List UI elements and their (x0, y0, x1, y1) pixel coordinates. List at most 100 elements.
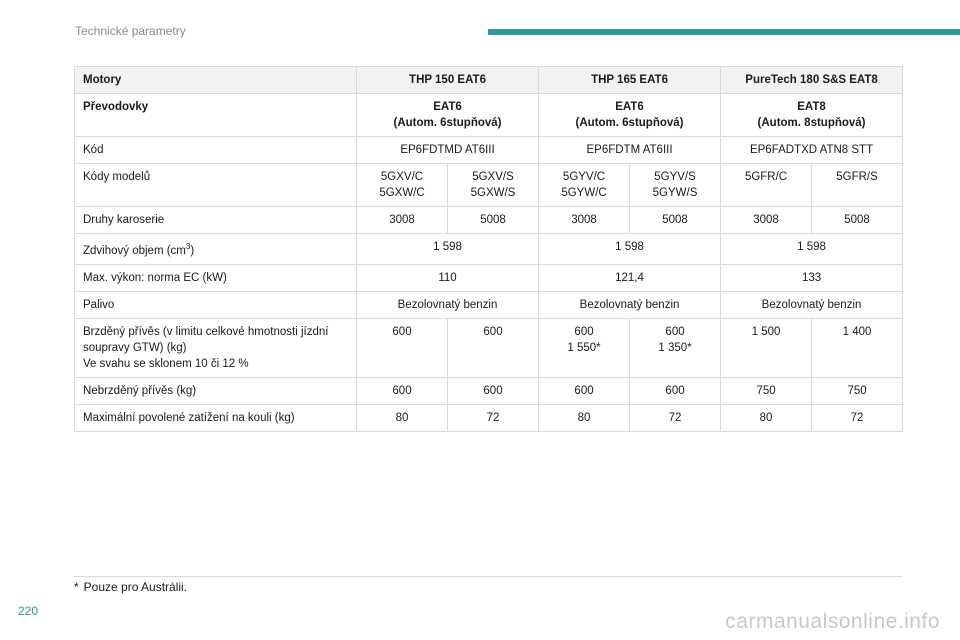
spec-table: Motory THP 150 EAT6 THP 165 EAT6 PureTec… (74, 66, 904, 432)
table-cell: 600 1 350* (629, 317, 722, 378)
table-cell: 5008 (446, 206, 540, 234)
table-cell: 600 1 550* (538, 317, 631, 378)
table-cell: 72 (629, 403, 722, 432)
table-cell: 750 (720, 376, 813, 405)
table-row-code: Kód EP6FDTMD AT6III EP6FDTM AT6III EP6FA… (74, 136, 904, 164)
table-cell: EP6FDTMD AT6III (355, 136, 540, 164)
cell-line: EAT6 (433, 101, 462, 113)
cell-line: EAT6 (615, 101, 644, 113)
table-row-displacement: Zdvihový objem (cm3) 1 598 1 598 1 598 (74, 233, 904, 265)
footnote-mark: * (74, 580, 79, 594)
table-cell: EAT8 (Autom. 8stupňová) (720, 93, 904, 137)
cell-line: 600 (665, 325, 685, 338)
table-cell: PureTech 180 S&S EAT8 (720, 66, 904, 94)
footnote-divider (74, 576, 902, 577)
cell-line: 5GXW/C (379, 187, 425, 199)
table-cell: 600 (629, 376, 722, 405)
table-cell: 1 400 (811, 317, 904, 378)
cell-line: 5GXW/S (470, 187, 516, 199)
row-label: Kód (74, 136, 357, 164)
table-cell: 5GFR/S (811, 163, 904, 207)
table-row-body: Druhy karoserie 3008 5008 3008 5008 3008… (74, 206, 904, 234)
cell-line: 5GYW/C (561, 187, 607, 199)
table-cell: 5008 (629, 206, 722, 234)
superscript: 3 (185, 242, 191, 251)
table-cell: Bezolovnatý benzin (720, 290, 904, 319)
footnote: * Pouze pro Austrálii. (74, 580, 187, 594)
row-label: Druhy karoserie (74, 206, 357, 234)
label-line: Brzděný přívěs (v limitu celkové hmotnos… (83, 325, 329, 338)
table-cell: 1 500 (720, 317, 813, 378)
table-cell: 600 (446, 317, 540, 378)
table-row-unbraked-trailer: Nebrzděný přívěs (kg) 600 600 600 600 75… (74, 376, 904, 405)
table-cell: 5GYV/S 5GYW/S (629, 163, 722, 207)
table-cell: 3008 (356, 206, 448, 234)
table-cell: 5GXV/S 5GXW/S (446, 163, 540, 207)
cell-line: EAT8 (797, 101, 826, 113)
table-cell: EAT6 (Autom. 6stupňová) (355, 93, 540, 137)
table-row-fuel: Palivo Bezolovnatý benzin Bezolovnatý be… (74, 290, 904, 319)
cell-line: 5GXV/S (472, 171, 514, 183)
table-cell: THP 150 EAT6 (355, 66, 540, 94)
section-title: Technické parametry (75, 24, 186, 38)
table-cell: 1 598 (355, 233, 540, 265)
table-cell: 750 (811, 376, 904, 405)
row-label: Nebrzděný přívěs (kg) (74, 376, 357, 405)
cell-line: 5GXV/C (380, 171, 424, 183)
table-cell: 600 (356, 376, 448, 405)
cell-line: 1 550* (567, 341, 601, 354)
table-row-motors: Motory THP 150 EAT6 THP 165 EAT6 PureTec… (74, 66, 904, 94)
table-cell: Bezolovnatý benzin (538, 290, 722, 319)
header-accent-bar (488, 29, 960, 35)
table-row-braked-trailer: Brzděný přívěs (v limitu celkové hmotnos… (74, 317, 904, 378)
label-text: ) (190, 244, 195, 257)
table-cell: 5GYV/C 5GYW/C (538, 163, 631, 207)
table-cell: EP6FADTXD ATN8 STT (720, 136, 904, 164)
table-row-power: Max. výkon: norma EC (kW) 110 121,4 133 (74, 263, 904, 292)
row-label: Palivo (74, 290, 357, 319)
table-cell: 3008 (720, 206, 813, 234)
label-line: soupravy GTW) (kg) (83, 341, 187, 354)
label-text: Zdvihový objem (cm (83, 244, 186, 257)
table-row-nose-weight: Maximální povolené zatížení na kouli (kg… (74, 403, 904, 432)
table-row-models: Kódy modelů 5GXV/C 5GXW/C 5GXV/S 5GXW/S … (74, 163, 904, 207)
table-cell: 600 (356, 317, 448, 378)
cell-line: (Autom. 6stupňová) (575, 117, 684, 129)
cell-line: 600 (574, 325, 594, 338)
row-label: Převodovky (74, 93, 357, 137)
table-cell: 5GXV/C 5GXW/C (356, 163, 448, 207)
table-cell: 600 (446, 376, 540, 405)
table-cell: 72 (811, 403, 904, 432)
cell-line: 5GYV/S (654, 171, 696, 183)
table-cell: 133 (720, 263, 904, 292)
table-cell: 80 (720, 403, 813, 432)
table-cell: 3008 (538, 206, 631, 234)
table-cell: 5008 (811, 206, 904, 234)
table-cell: 1 598 (538, 233, 722, 265)
footnote-text: Pouze pro Austrálii. (83, 580, 188, 594)
table-cell: EP6FDTM AT6III (538, 136, 722, 164)
table-cell: 121,4 (538, 263, 722, 292)
watermark: carmanualsonline.info (725, 610, 940, 633)
cell-line: 5GYW/S (652, 187, 698, 199)
cell-line: (Autom. 8stupňová) (757, 117, 866, 129)
table-cell: EAT6 (Autom. 6stupňová) (538, 93, 722, 137)
row-label: Zdvihový objem (cm3) (74, 233, 357, 265)
table-cell: 80 (538, 403, 631, 432)
row-label: Brzděný přívěs (v limitu celkové hmotnos… (74, 317, 357, 378)
row-label: Maximální povolené zatížení na kouli (kg… (74, 403, 357, 432)
table-cell: Bezolovnatý benzin (355, 290, 540, 319)
cell-line: 1 350* (658, 341, 692, 354)
row-label: Kódy modelů (74, 163, 357, 207)
row-label: Max. výkon: norma EC (kW) (74, 263, 357, 292)
page-number: 220 (18, 604, 39, 618)
table-cell: THP 165 EAT6 (538, 66, 722, 94)
table-cell: 80 (356, 403, 448, 432)
row-label: Motory (74, 66, 357, 94)
table-cell: 5GFR/C (720, 163, 813, 207)
table-cell: 110 (355, 263, 540, 292)
label-line: Ve svahu se sklonem 10 či 12 % (83, 357, 249, 370)
cell-line: 5GYV/C (562, 171, 606, 183)
table-row-gearbox: Převodovky EAT6 (Autom. 6stupňová) EAT6 … (74, 93, 904, 137)
table-cell: 72 (446, 403, 540, 432)
